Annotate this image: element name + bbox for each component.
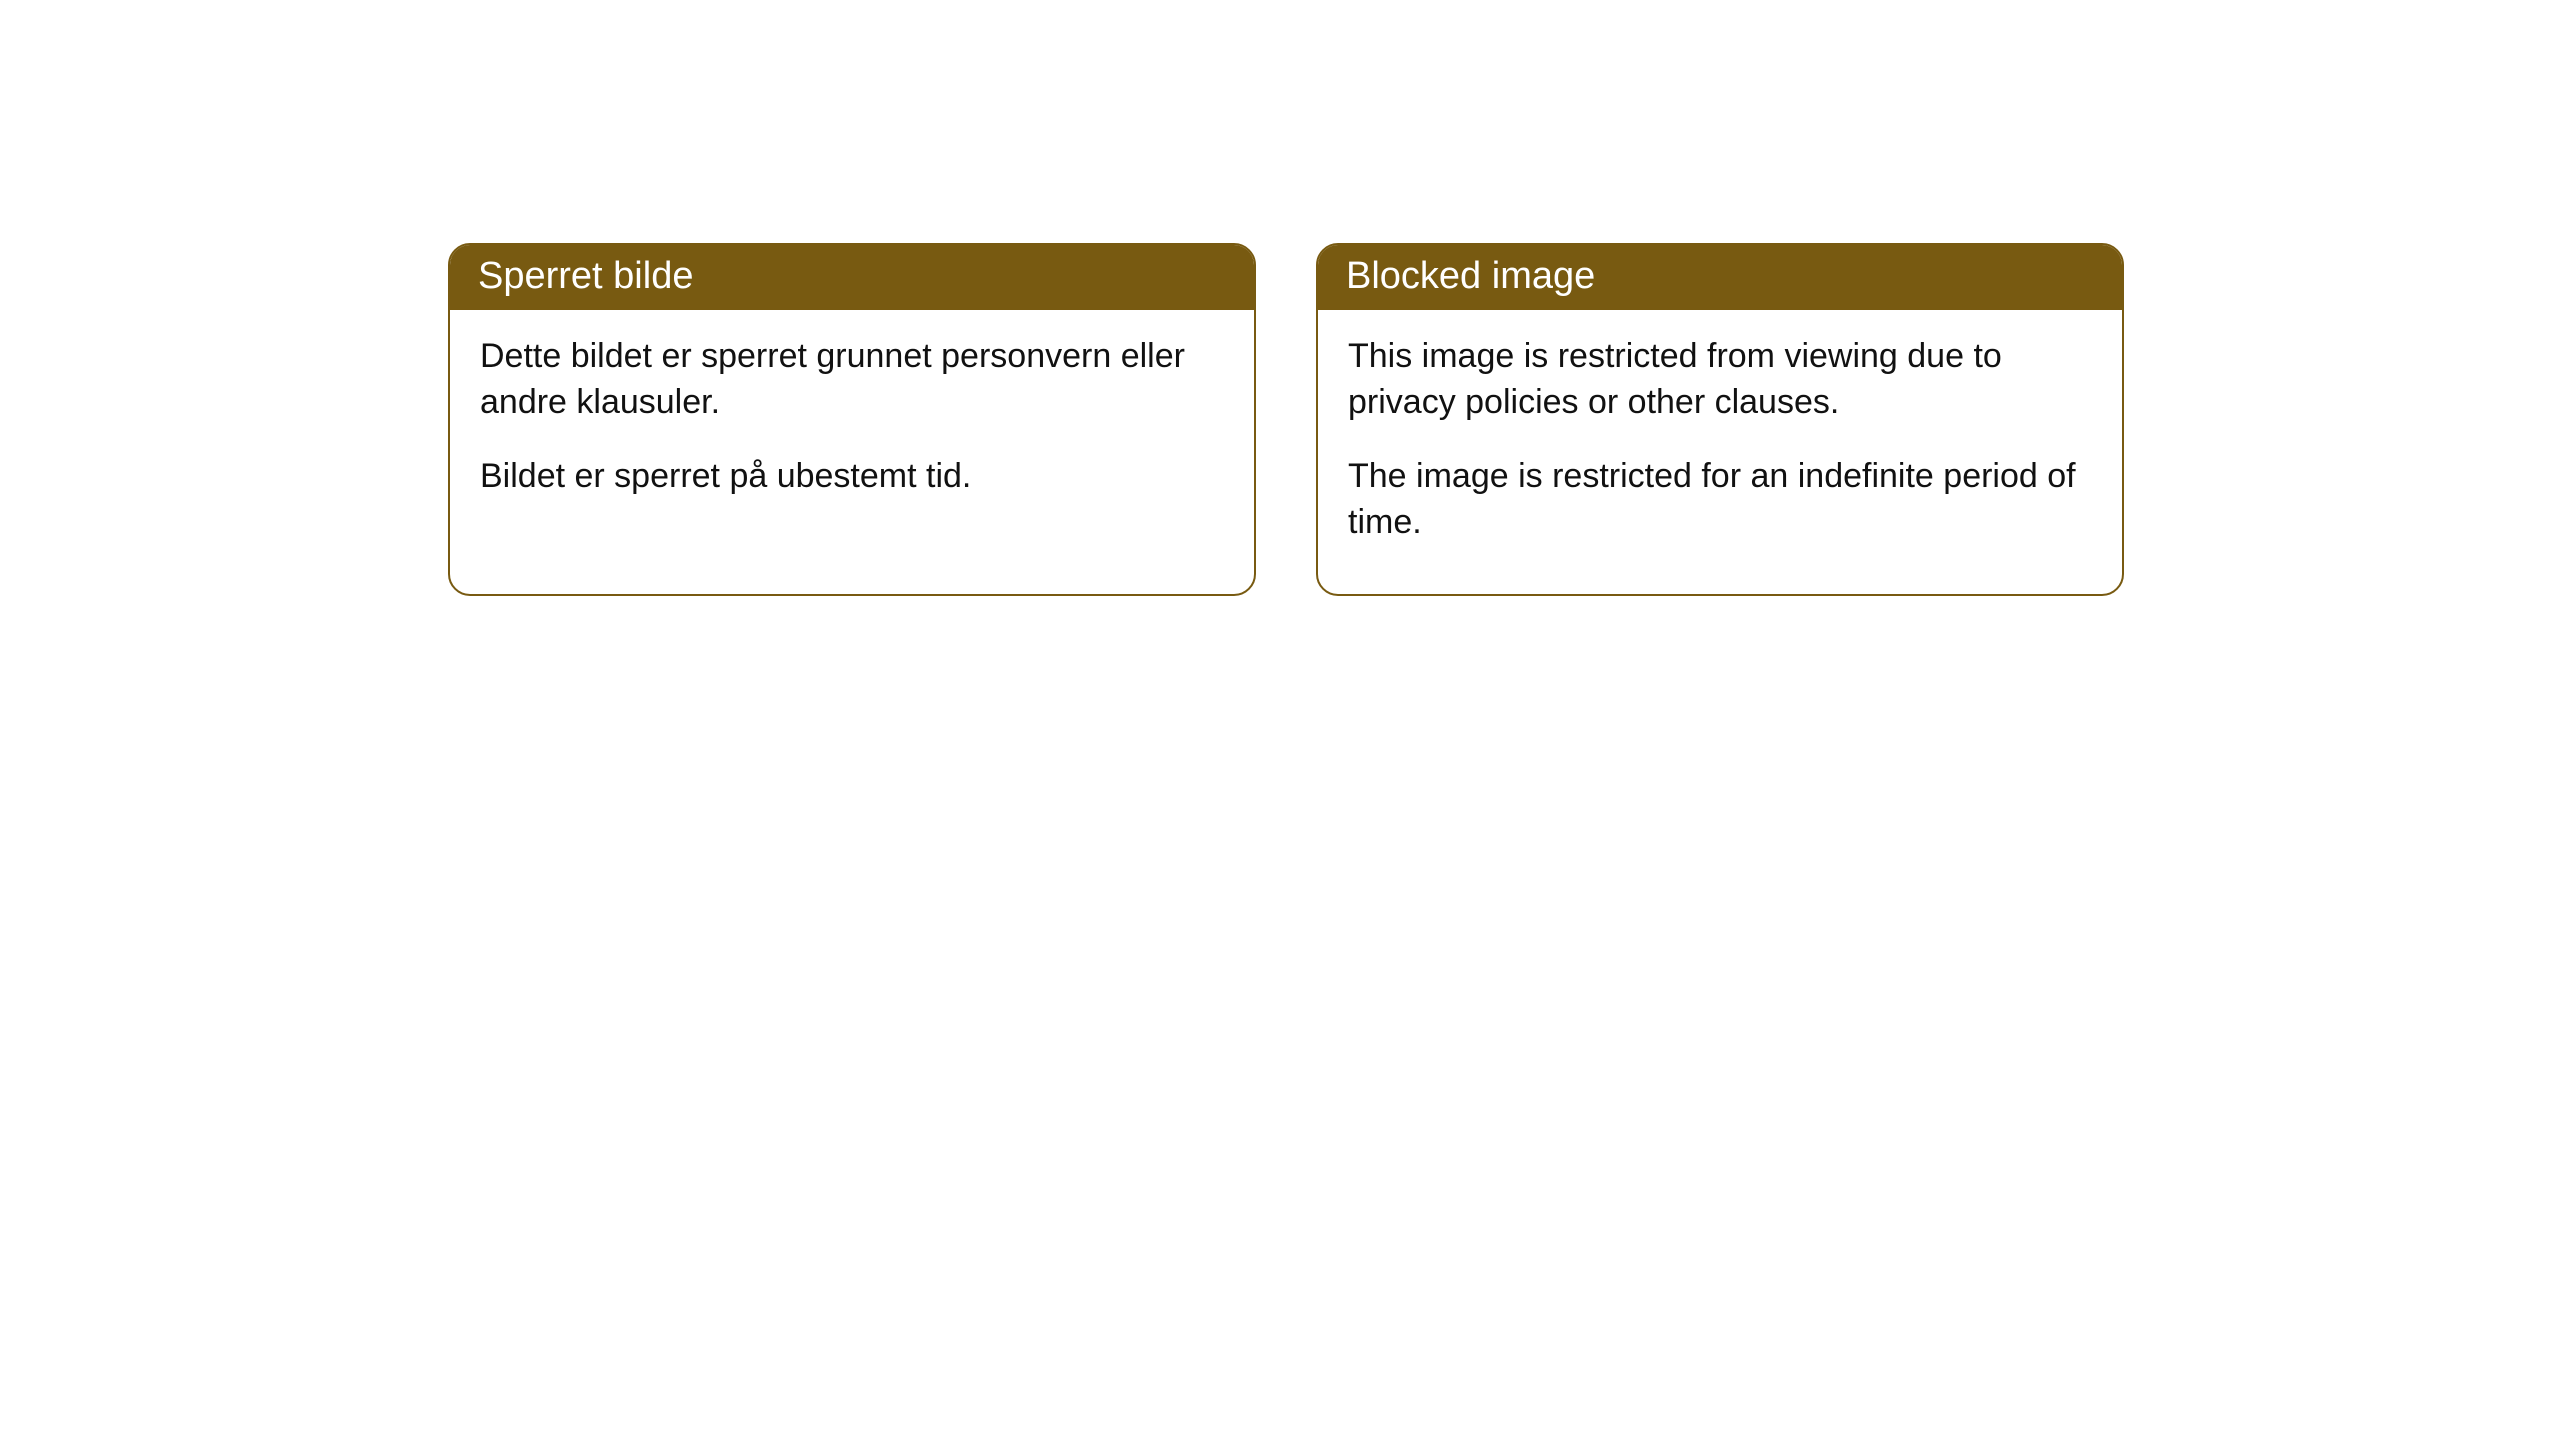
card-body: Dette bildet er sperret grunnet personve… (450, 310, 1254, 548)
card-paragraph: This image is restricted from viewing du… (1348, 334, 2092, 426)
card-body: This image is restricted from viewing du… (1318, 310, 2122, 594)
card-header: Blocked image (1318, 245, 2122, 310)
card-paragraph: Bildet er sperret på ubestemt tid. (480, 454, 1224, 500)
notice-container: Sperret bilde Dette bildet er sperret gr… (0, 0, 2560, 596)
card-paragraph: Dette bildet er sperret grunnet personve… (480, 334, 1224, 426)
card-title: Blocked image (1346, 255, 1595, 297)
card-paragraph: The image is restricted for an indefinit… (1348, 454, 2092, 546)
card-header: Sperret bilde (450, 245, 1254, 310)
notice-card-norwegian: Sperret bilde Dette bildet er sperret gr… (448, 243, 1256, 596)
card-title: Sperret bilde (478, 255, 693, 297)
notice-card-english: Blocked image This image is restricted f… (1316, 243, 2124, 596)
